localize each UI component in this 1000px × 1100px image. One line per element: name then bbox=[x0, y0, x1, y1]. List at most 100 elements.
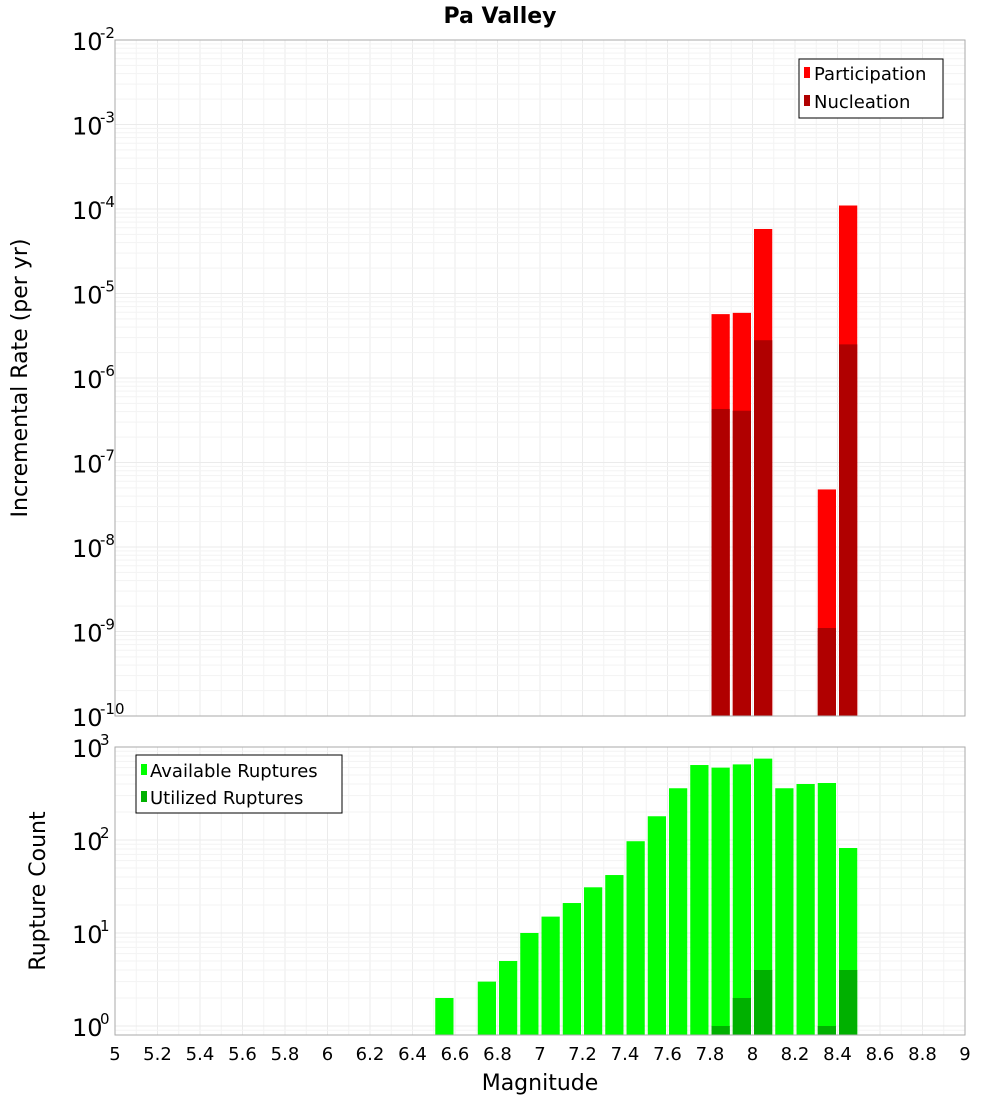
bottom-y-tick-label: 100 bbox=[72, 1010, 110, 1042]
x-tick-label: 7 bbox=[534, 1044, 545, 1065]
top-y-tick-label: 10-3 bbox=[72, 109, 115, 141]
available-ruptures-bar bbox=[732, 764, 751, 1035]
svg-text:10: 10 bbox=[72, 735, 103, 763]
nucleation-bar bbox=[839, 344, 858, 716]
legend-swatch-participation bbox=[804, 67, 810, 78]
svg-text:10: 10 bbox=[72, 366, 103, 394]
bottom-y-axis-label: Rupture Count bbox=[26, 811, 51, 971]
svg-text:-8: -8 bbox=[100, 531, 115, 549]
x-tick-label: 5.4 bbox=[186, 1044, 215, 1065]
bottom-bars bbox=[435, 758, 858, 1035]
x-tick-label: 5.8 bbox=[271, 1044, 300, 1065]
top-y-tick-label: 10-7 bbox=[72, 447, 115, 479]
svg-text:1: 1 bbox=[100, 917, 110, 935]
nucleation-bar bbox=[732, 410, 751, 716]
svg-text:-5: -5 bbox=[100, 278, 115, 296]
bottom-y-tick-label: 102 bbox=[72, 824, 110, 856]
svg-text:10: 10 bbox=[72, 620, 103, 648]
svg-text:10: 10 bbox=[72, 535, 103, 563]
x-tick-label: 5.6 bbox=[228, 1044, 257, 1065]
x-tick-label: 7.2 bbox=[568, 1044, 597, 1065]
x-tick-label: 8.8 bbox=[908, 1044, 937, 1065]
available-ruptures-bar bbox=[796, 784, 815, 1035]
available-ruptures-bar bbox=[669, 788, 688, 1035]
svg-text:10: 10 bbox=[72, 1014, 103, 1042]
bottom-legend-box bbox=[135, 754, 343, 814]
available-ruptures-bar bbox=[584, 887, 603, 1035]
available-ruptures-bar bbox=[754, 758, 773, 1035]
nucleation-bar bbox=[817, 628, 836, 716]
nucleation-bar bbox=[711, 408, 730, 716]
x-tick-labels: 5 5.2 5.4 5.6 5.8 6 6.2 6.4 6.6 6.8 7 7.2 7.4 7.6 7.8 8… bbox=[109, 1044, 970, 1065]
available-ruptures-bar bbox=[499, 960, 518, 1035]
x-tick-label: 7.4 bbox=[611, 1044, 640, 1065]
x-tick-label: 8.2 bbox=[781, 1044, 810, 1065]
x-tick-label: 9 bbox=[959, 1044, 970, 1065]
legend-swatch-nucleation bbox=[804, 95, 810, 106]
legend-swatch-available bbox=[141, 764, 147, 775]
available-ruptures-bar bbox=[647, 816, 666, 1035]
available-ruptures-bar bbox=[690, 765, 709, 1035]
x-tick-label: 5 bbox=[109, 1044, 120, 1065]
x-tick-label: 8.4 bbox=[823, 1044, 852, 1065]
available-ruptures-bar bbox=[562, 903, 581, 1035]
legend-swatch-utilized bbox=[141, 791, 147, 802]
svg-text:0: 0 bbox=[100, 1010, 110, 1028]
svg-text:10: 10 bbox=[72, 921, 103, 949]
available-ruptures-bar bbox=[626, 841, 645, 1035]
legend-label-participation: Participation bbox=[814, 64, 926, 85]
legend-label-utilized: Utilized Ruptures bbox=[150, 788, 303, 809]
utilized-ruptures-bar bbox=[754, 969, 773, 1035]
top-bars bbox=[711, 205, 858, 716]
bottom-y-tick-label: 103 bbox=[72, 731, 110, 763]
available-ruptures-bar bbox=[477, 981, 496, 1035]
svg-text:10: 10 bbox=[72, 282, 103, 310]
available-ruptures-bar bbox=[711, 767, 730, 1035]
x-tick-label: 7.6 bbox=[653, 1044, 682, 1065]
bottom-y-tick-label: 101 bbox=[72, 917, 110, 949]
svg-text:-6: -6 bbox=[100, 362, 115, 380]
bottom-plot-border bbox=[114, 746, 966, 1036]
nucleation-bar bbox=[754, 340, 773, 716]
x-tick-label: 6.2 bbox=[356, 1044, 385, 1065]
svg-text:3: 3 bbox=[100, 731, 110, 749]
svg-text:-10: -10 bbox=[100, 700, 125, 718]
top-y-tick-label: 10-6 bbox=[72, 362, 115, 394]
top-y-tick-label: 10-9 bbox=[72, 616, 115, 648]
x-tick-label: 7.8 bbox=[696, 1044, 725, 1065]
legend-label-available: Available Ruptures bbox=[150, 761, 318, 782]
bottom-legend: Available Ruptures Utilized Ruptures bbox=[135, 754, 343, 814]
top-legend-box bbox=[798, 58, 944, 119]
x-tick-label: 6 bbox=[322, 1044, 333, 1065]
svg-text:10: 10 bbox=[72, 451, 103, 479]
svg-text:-9: -9 bbox=[100, 616, 115, 634]
top-y-tick-label: 10-8 bbox=[72, 531, 115, 563]
top-plot-border bbox=[114, 39, 966, 717]
svg-text:-7: -7 bbox=[100, 447, 115, 465]
x-tick-label: 8 bbox=[747, 1044, 758, 1065]
available-ruptures-bar bbox=[605, 875, 624, 1035]
utilized-ruptures-bar bbox=[817, 1025, 836, 1035]
available-ruptures-bar bbox=[775, 788, 794, 1035]
x-tick-label: 6.6 bbox=[441, 1044, 470, 1065]
x-tick-label: 5.2 bbox=[143, 1044, 172, 1065]
available-ruptures-bar bbox=[817, 783, 836, 1035]
svg-text:10: 10 bbox=[72, 828, 103, 856]
svg-text:2: 2 bbox=[100, 824, 110, 842]
available-ruptures-bar bbox=[435, 997, 454, 1035]
legend-label-nucleation: Nucleation bbox=[814, 92, 910, 113]
top-gridlines bbox=[114, 40, 966, 717]
top-y-tick-label: 10-5 bbox=[72, 278, 115, 310]
svg-text:-2: -2 bbox=[100, 24, 115, 42]
svg-text:10: 10 bbox=[72, 197, 103, 225]
utilized-ruptures-bar bbox=[732, 997, 751, 1035]
x-tick-label: 6.8 bbox=[483, 1044, 512, 1065]
chart-title: Pa Valley bbox=[443, 4, 556, 29]
x-axis-label: Magnitude bbox=[482, 1071, 599, 1096]
utilized-ruptures-bar bbox=[839, 969, 858, 1035]
x-tick-label: 8.6 bbox=[866, 1044, 895, 1065]
top-y-tick-label: 10-2 bbox=[72, 24, 115, 56]
